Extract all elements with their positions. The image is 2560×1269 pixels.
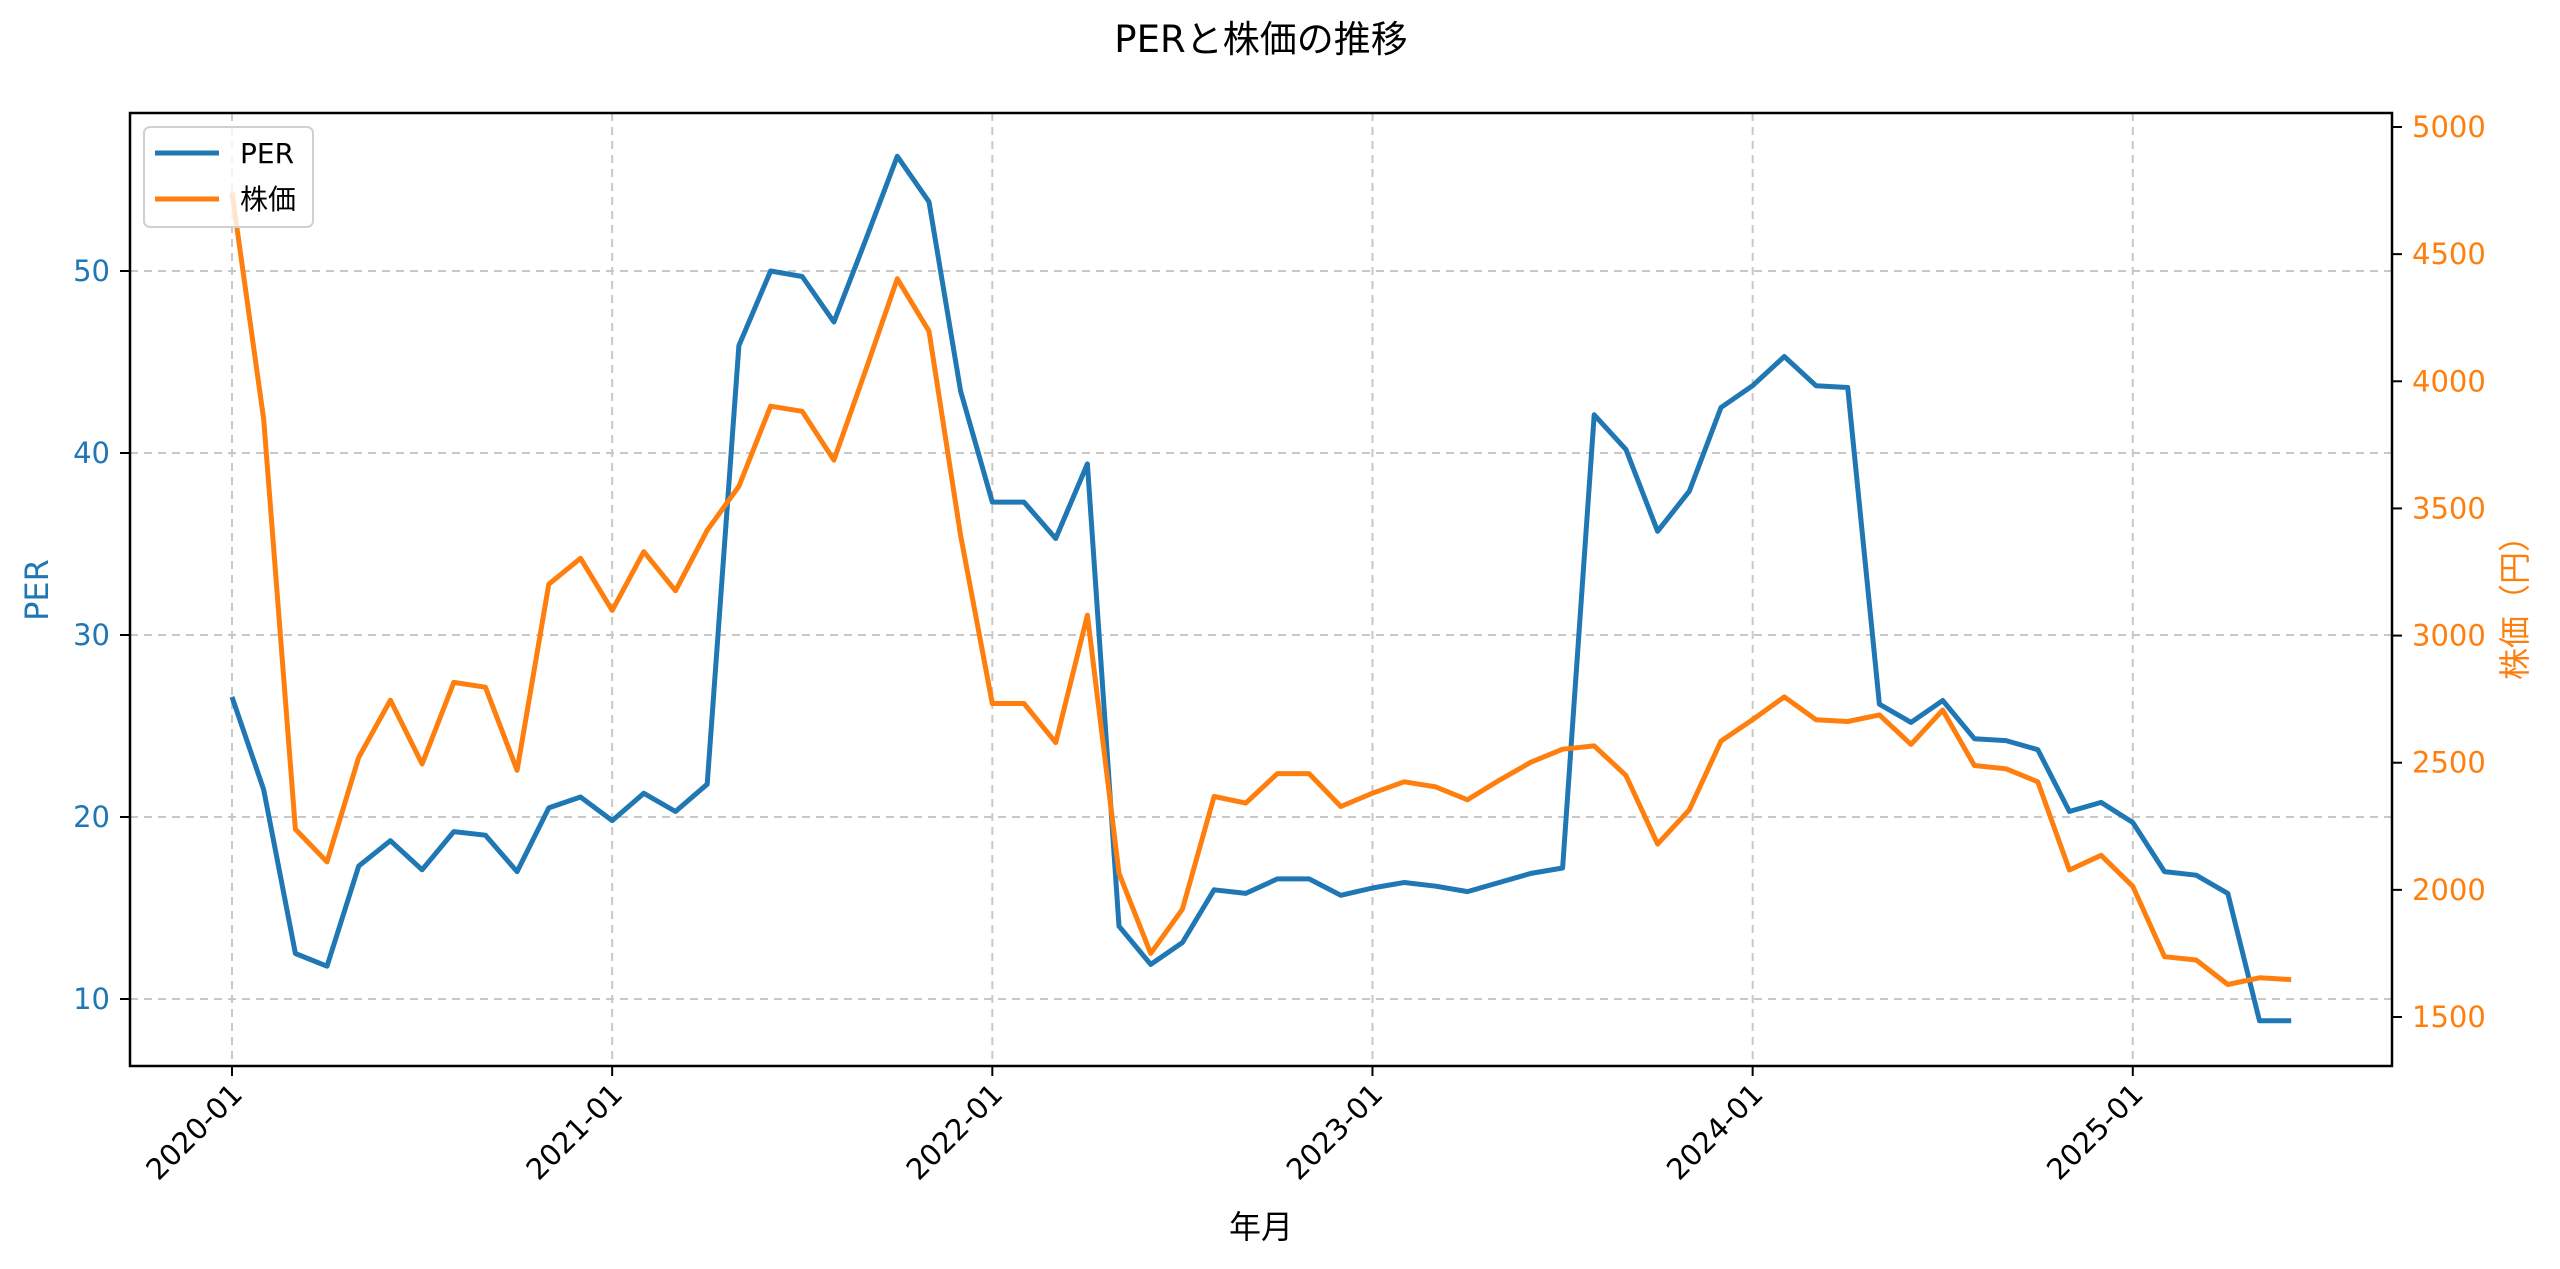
y-right-tick-label: 5000 <box>2412 110 2486 144</box>
x-tick-label: 2021-01 <box>519 1077 629 1187</box>
y-axis-label-right: 株価（円） <box>2496 520 2534 680</box>
legend-price-label: 株価 <box>240 183 296 216</box>
y-right-tick-label: 2500 <box>2412 746 2486 780</box>
legend-per-label: PER <box>240 137 294 170</box>
y-right-tick-label: 1500 <box>2412 1000 2486 1034</box>
y-right-tick-label: 4500 <box>2412 237 2486 271</box>
y-left-tick-label: 40 <box>73 436 110 470</box>
plot-frame <box>128 111 2394 1068</box>
y-axis-label-left: PER <box>18 559 56 621</box>
y-right-tick-label: 4000 <box>2412 364 2486 398</box>
price-line <box>229 192 2292 987</box>
data-lines <box>229 153 2292 1024</box>
y-left-tick-label: 20 <box>73 800 110 834</box>
x-tick-label: 2022-01 <box>900 1077 1010 1187</box>
chart-title: PERと株価の推移 <box>1114 18 1407 61</box>
x-tick-label: 2025-01 <box>2040 1077 2150 1187</box>
y-left-tick-label: 30 <box>73 618 110 652</box>
per-line <box>229 153 2292 1024</box>
y-left-tick-label: 10 <box>73 982 110 1016</box>
legend: PER 株価 <box>143 126 314 228</box>
x-tick-label: 2023-01 <box>1280 1077 1390 1187</box>
y-left-tick-label: 50 <box>73 254 110 288</box>
grid-lines <box>130 113 2392 1066</box>
y-right-tick-label: 3500 <box>2412 491 2486 525</box>
x-tick-label: 2024-01 <box>1660 1077 1770 1187</box>
y-right-tick-label: 3000 <box>2412 619 2486 653</box>
x-axis-label: 年月 <box>1229 1208 1293 1246</box>
y-right-tick-label: 2000 <box>2412 873 2486 907</box>
x-tick-label: 2020-01 <box>139 1077 249 1187</box>
